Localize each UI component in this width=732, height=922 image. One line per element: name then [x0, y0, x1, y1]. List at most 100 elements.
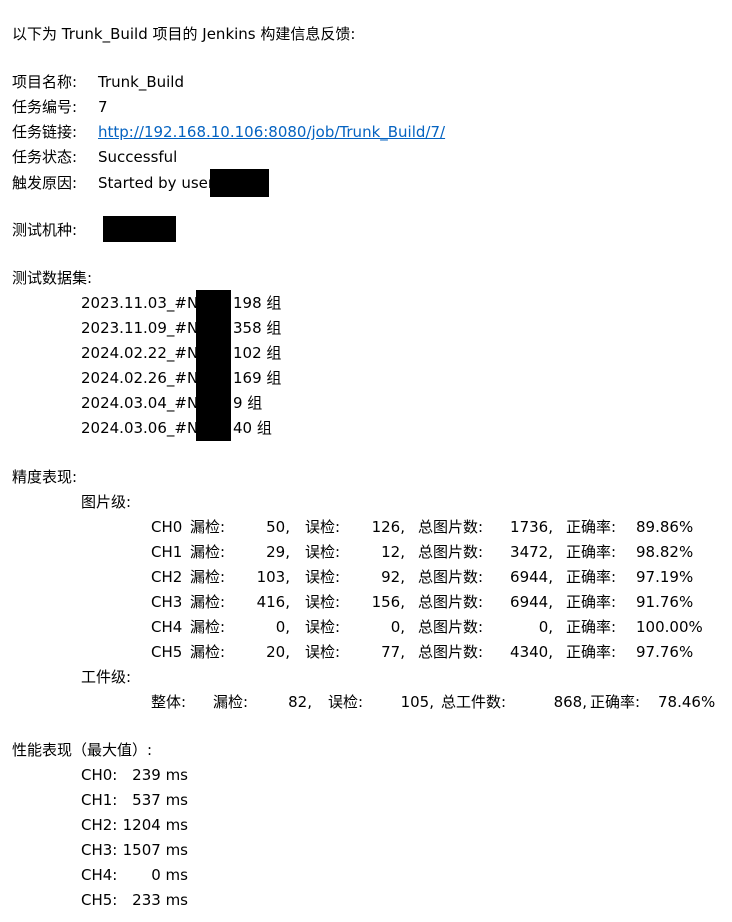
overall-acc-value: 78.46% [658, 693, 716, 711]
redacted-dataset-id [196, 290, 231, 316]
task-link-label: 任务链接: [12, 123, 78, 141]
redacted-dataset-id [196, 365, 231, 391]
performance-row: CH4: 0 ms [0, 865, 732, 885]
image-level-acc: 100.00% [636, 618, 703, 636]
redacted-test-model [103, 216, 176, 242]
image-level-miss: 20, [266, 643, 290, 661]
dataset-item-date: 2023.11.03_#N_ [81, 294, 206, 312]
image-level-miss-label: 漏检: [190, 518, 226, 536]
image-level-miss: 50, [266, 518, 290, 536]
image-level-acc: 97.76% [636, 643, 694, 661]
redacted-dataset-id [196, 315, 231, 341]
dataset-item-count: 358 组 [233, 319, 282, 337]
image-level-row: CH0 漏检: 50, 误检: 126, 总图片数: 1736, 正确率: 89.86% [0, 517, 732, 537]
performance-channel: CH3: [81, 841, 118, 859]
image-level-total-label: 总图片数: [418, 593, 484, 611]
image-level-row: CH2 漏检: 103, 误检: 92, 总图片数: 6944, 正确率: 97.19% [0, 567, 732, 587]
image-level-ch: CH5 [151, 643, 183, 661]
image-level-acc-label: 正确率: [566, 593, 617, 611]
performance-row: CH3: 1507 ms [0, 840, 732, 860]
image-level-acc: 98.82% [636, 543, 694, 561]
dataset-item-date: 2024.03.06_#N_ [81, 419, 206, 437]
image-level-miss-label: 漏检: [190, 593, 226, 611]
image-level-miss-label: 漏检: [190, 618, 226, 636]
performance-channel: CH1: [81, 791, 118, 809]
overall-miss-label: 漏检: [213, 693, 249, 711]
dataset-item-count: 102 组 [233, 344, 282, 362]
image-level-fp: 126, [371, 518, 405, 536]
redacted-dataset-id [196, 415, 231, 441]
image-level-ch: CH1 [151, 543, 183, 561]
image-level-total-label: 总图片数: [418, 543, 484, 561]
image-level-acc-label: 正确率: [566, 568, 617, 586]
image-level-acc-label: 正确率: [566, 643, 617, 661]
task-status-value: Successful [98, 148, 178, 166]
image-level-ch: CH2 [151, 568, 183, 586]
performance-value: 537 ms [132, 791, 188, 809]
image-level-miss-label: 漏检: [190, 543, 226, 561]
image-level-acc-label: 正确率: [566, 618, 617, 636]
image-level-miss: 0, [275, 618, 290, 636]
image-level-fp: 92, [381, 568, 405, 586]
project-value: Trunk_Build [98, 73, 184, 91]
image-level-fp-label: 误检: [305, 618, 341, 636]
image-level-fp: 156, [371, 593, 405, 611]
test-model-label: 测试机种: [12, 221, 78, 239]
image-level-miss: 29, [266, 543, 290, 561]
image-level-fp-label: 误检: [305, 593, 341, 611]
image-level-total-label: 总图片数: [418, 618, 484, 636]
image-level-acc-label: 正确率: [566, 518, 617, 536]
image-level-fp: 12, [381, 543, 405, 561]
image-level-fp-label: 误检: [305, 543, 341, 561]
redacted-username [210, 169, 269, 197]
redacted-dataset-id [196, 390, 231, 416]
intro-text: 以下为 Trunk_Build 项目的 Jenkins 构建信息反馈: [12, 25, 356, 43]
image-level-total-label: 总图片数: [418, 568, 484, 586]
performance-value: 233 ms [132, 891, 188, 909]
image-level-miss: 103, [256, 568, 290, 586]
image-level-ch: CH3 [151, 593, 183, 611]
image-level-row: CH5 漏检: 20, 误检: 77, 总图片数: 4340, 正确率: 97.76% [0, 642, 732, 662]
image-level-ch: CH0 [151, 518, 183, 536]
build-number-label: 任务编号: [12, 98, 78, 116]
image-level-acc: 89.86% [636, 518, 694, 536]
dataset-label: 测试数据集: [12, 269, 93, 287]
performance-label: 性能表现（最大值）: [12, 741, 153, 759]
image-level-acc-label: 正确率: [566, 543, 617, 561]
overall-name: 整体: [151, 693, 187, 711]
image-level-acc: 91.76% [636, 593, 694, 611]
overall-acc-label: 正确率: [590, 693, 641, 711]
dataset-item-date: 2024.03.04_#N_ [81, 394, 206, 412]
image-level-total: 6944, [510, 568, 553, 586]
image-level-total: 3472, [510, 543, 553, 561]
dataset-item-count: 40 组 [233, 419, 272, 437]
dataset-item-count: 169 组 [233, 369, 282, 387]
redacted-dataset-id [196, 340, 231, 366]
dataset-item-date: 2023.11.09_#N_ [81, 319, 206, 337]
accuracy-label: 精度表现: [12, 468, 78, 486]
task-link[interactable]: http://192.168.10.106:8080/job/Trunk_Bui… [98, 123, 446, 141]
image-level-fp-label: 误检: [305, 568, 341, 586]
image-level-total: 4340, [510, 643, 553, 661]
image-level-total: 1736, [510, 518, 553, 536]
part-level-overall-row: 整体: 漏检: 82, 误检: 105, 总工件数: 868, 正确率: 78.… [0, 692, 732, 712]
dataset-item-date: 2024.02.22_#N_ [81, 344, 206, 362]
performance-row: CH1: 537 ms [0, 790, 732, 810]
performance-channel: CH0: [81, 766, 118, 784]
overall-total-value: 868, [553, 693, 587, 711]
image-level-acc: 97.19% [636, 568, 694, 586]
overall-fp-label: 误检: [328, 693, 364, 711]
dataset-item-count: 9 组 [233, 394, 263, 412]
image-level-fp-label: 误检: [305, 643, 341, 661]
image-level-ch: CH4 [151, 618, 183, 636]
project-label: 项目名称: [12, 73, 78, 91]
image-level-row: CH3 漏检: 416, 误检: 156, 总图片数: 6944, 正确率: 91.76% [0, 592, 732, 612]
performance-row: CH5: 233 ms [0, 890, 732, 910]
overall-fp-value: 105, [400, 693, 434, 711]
performance-value: 1507 ms [122, 841, 188, 859]
image-level-miss: 416, [256, 593, 290, 611]
image-level-label: 图片级: [81, 493, 132, 511]
image-level-total-label: 总图片数: [418, 643, 484, 661]
image-level-fp-label: 误检: [305, 518, 341, 536]
performance-channel: CH2: [81, 816, 118, 834]
